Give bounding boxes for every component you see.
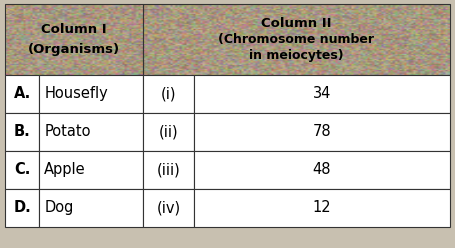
Text: (Organisms): (Organisms) (28, 43, 121, 56)
Text: B.: B. (14, 124, 30, 139)
Bar (39, 151, 143, 189)
Text: C.: C. (14, 162, 30, 177)
Text: Potato: Potato (44, 124, 91, 139)
Text: Apple: Apple (44, 162, 86, 177)
Bar (194, 189, 450, 227)
Bar (194, 75, 450, 113)
Bar (143, 75, 194, 113)
Text: Housefly: Housefly (44, 86, 108, 101)
Bar (5, 113, 39, 151)
Text: (Chromosome number: (Chromosome number (218, 33, 374, 46)
Bar (194, 151, 450, 189)
Text: (ii): (ii) (159, 124, 178, 139)
Bar (143, 4, 450, 75)
Text: A.: A. (14, 86, 31, 101)
Text: D.: D. (13, 200, 31, 215)
Bar (39, 75, 143, 113)
Bar (143, 189, 194, 227)
Bar (143, 113, 194, 151)
Bar (194, 113, 450, 151)
Text: 78: 78 (313, 124, 331, 139)
Text: (iii): (iii) (157, 162, 181, 177)
Text: 48: 48 (313, 162, 331, 177)
Text: in meiocytes): in meiocytes) (249, 49, 344, 62)
Text: 12: 12 (313, 200, 331, 215)
Bar (143, 151, 194, 189)
Text: (iv): (iv) (157, 200, 181, 215)
Text: Column I: Column I (41, 23, 107, 36)
Bar (39, 113, 143, 151)
Text: 34: 34 (313, 86, 331, 101)
Text: Dog: Dog (44, 200, 74, 215)
Bar (5, 151, 39, 189)
Text: Column II: Column II (261, 17, 332, 30)
Bar (5, 189, 39, 227)
Bar (5, 4, 143, 75)
Bar (39, 189, 143, 227)
Text: (i): (i) (161, 86, 177, 101)
Bar (5, 75, 39, 113)
